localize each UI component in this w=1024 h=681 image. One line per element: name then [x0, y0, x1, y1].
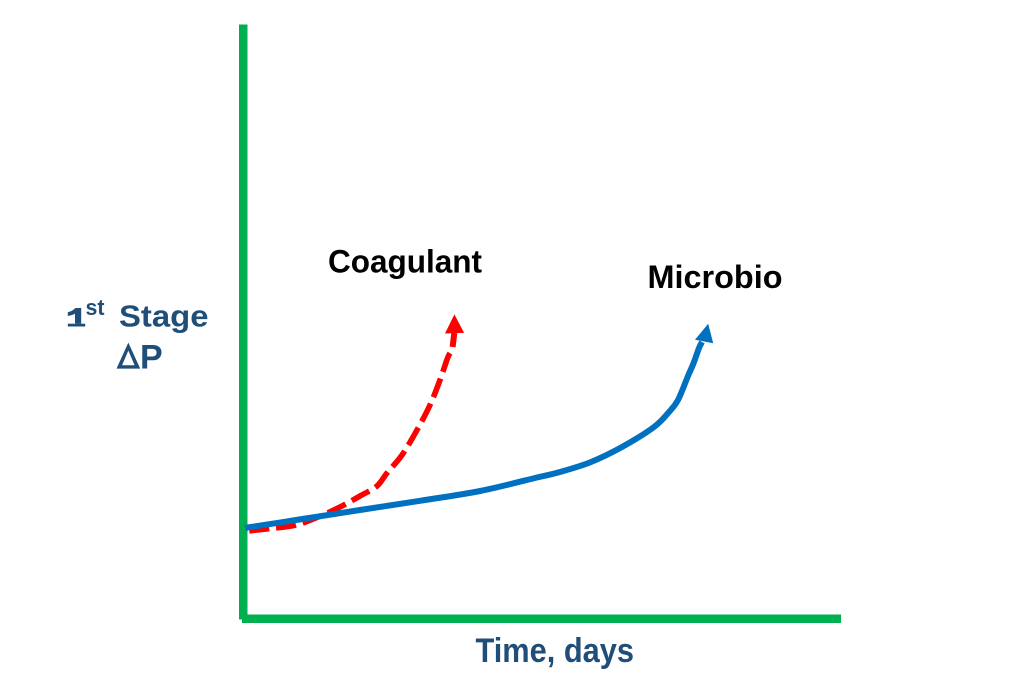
svg-text:Microbio: Microbio	[648, 259, 783, 295]
svg-text:Time, days: Time, days	[476, 632, 635, 670]
svg-text:P: P	[140, 339, 163, 377]
svg-text:Coagulant: Coagulant	[328, 243, 482, 279]
svg-text:Stage: Stage	[119, 299, 209, 334]
svg-text:st: st	[86, 295, 105, 320]
